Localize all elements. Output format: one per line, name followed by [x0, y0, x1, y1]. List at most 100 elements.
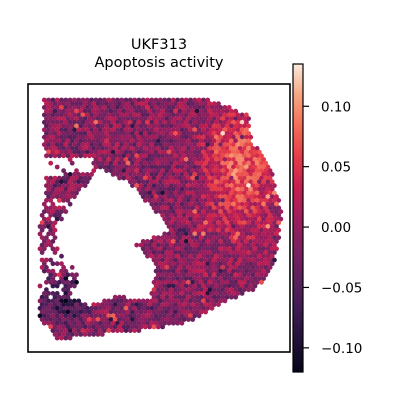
spot [127, 119, 133, 125]
spot [121, 146, 127, 151]
spot [194, 287, 200, 293]
spot [59, 134, 64, 140]
spot [205, 179, 211, 185]
spot [267, 190, 273, 196]
spot [142, 317, 148, 322]
spot [205, 209, 211, 215]
spot [239, 231, 245, 237]
spot [192, 201, 198, 207]
spot [259, 250, 264, 255]
spot [194, 265, 200, 270]
spot [254, 235, 260, 241]
spot [158, 119, 163, 125]
spot [134, 317, 140, 322]
spot [173, 220, 178, 226]
spot [216, 160, 221, 166]
spot [246, 265, 252, 270]
spot [121, 131, 127, 136]
spot [50, 149, 56, 155]
spot [233, 242, 239, 248]
spot [218, 105, 224, 110]
spot [61, 317, 66, 322]
spot [63, 298, 69, 304]
spot [244, 127, 249, 133]
spot [91, 146, 97, 151]
spot [179, 231, 185, 237]
spot [239, 201, 245, 207]
spot [259, 272, 264, 278]
spot [186, 227, 191, 233]
spot [183, 261, 189, 267]
spot [263, 183, 269, 189]
spot [205, 298, 211, 304]
spot [63, 119, 69, 125]
spot [78, 131, 84, 136]
spot [93, 157, 99, 162]
spot [256, 246, 262, 252]
spot [201, 194, 206, 200]
spot [222, 239, 228, 244]
spot [166, 231, 172, 237]
spot [209, 119, 215, 125]
spot [168, 108, 174, 114]
spot [63, 194, 69, 200]
spot [56, 205, 62, 211]
spot [248, 246, 254, 252]
spot [177, 175, 183, 181]
spot [56, 272, 62, 278]
spot [166, 105, 172, 110]
spot [72, 313, 77, 319]
spot [72, 328, 77, 333]
spot [44, 101, 49, 107]
spot [256, 224, 262, 229]
spot [147, 324, 153, 330]
spot [194, 309, 200, 315]
spot [153, 253, 159, 259]
spot [127, 313, 133, 319]
spot [179, 276, 185, 281]
spot [263, 235, 269, 241]
spot [261, 209, 266, 215]
spot [220, 123, 226, 129]
spot [207, 287, 213, 293]
spot [186, 108, 191, 114]
spot [173, 168, 178, 174]
spot [229, 175, 234, 181]
spot [261, 246, 266, 252]
spot [76, 142, 82, 148]
spot [235, 261, 241, 267]
spot [52, 302, 58, 307]
spot [164, 294, 170, 300]
spot [56, 101, 62, 107]
spot [196, 186, 202, 192]
spot [237, 272, 243, 278]
spot [140, 179, 146, 185]
spot [235, 239, 241, 244]
spot [222, 201, 228, 207]
spot [44, 257, 49, 263]
spot [181, 317, 187, 322]
spot [237, 235, 243, 241]
spot [164, 138, 170, 144]
spot [140, 127, 146, 133]
spot [207, 123, 213, 129]
spot [151, 190, 157, 196]
spot [256, 239, 262, 244]
spot [175, 246, 181, 252]
spot [142, 190, 148, 196]
spot [166, 298, 172, 304]
spot [48, 123, 54, 129]
spot [216, 242, 221, 248]
spot [132, 119, 138, 125]
spot [158, 97, 163, 103]
spot [52, 235, 58, 241]
spot [153, 305, 159, 311]
spot [138, 108, 144, 114]
spot [203, 153, 209, 159]
spot [52, 324, 58, 330]
spot [177, 168, 183, 174]
spot [89, 112, 94, 118]
spot [201, 239, 206, 244]
spot [203, 131, 209, 136]
spot [177, 220, 183, 226]
